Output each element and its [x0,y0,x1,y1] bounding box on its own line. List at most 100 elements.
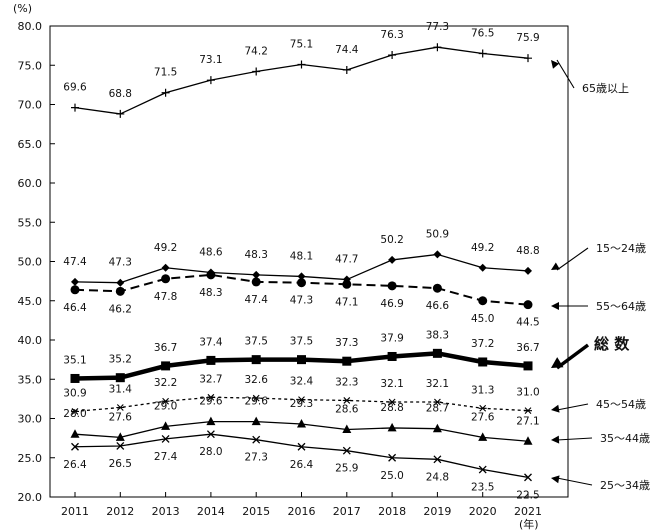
data-label: 47.4 [63,256,87,268]
data-label: 35.2 [109,354,132,366]
plus-marker [388,51,397,60]
diamond-marker [478,263,487,272]
data-label: 68.8 [109,88,132,100]
cross-marker [252,435,261,444]
legend-label: 15～24歳 [596,242,646,255]
data-label: 44.5 [516,317,539,329]
plus-marker [252,67,261,76]
circle-marker [297,278,306,288]
data-label: 47.4 [245,294,269,306]
y-tick-label: 20.0 [18,491,43,504]
triangle-marker [206,416,216,426]
y-tick-label: 35.0 [18,373,43,386]
data-label: 46.4 [63,302,87,314]
data-label: 32.6 [245,374,269,386]
diamond-marker [161,263,170,272]
legend-label: 35～44歳 [600,432,650,445]
asterisk-marker [116,404,125,411]
square-marker [115,373,125,383]
asterisk-marker [524,407,532,415]
square-marker [161,361,171,371]
asterisk-marker [478,404,487,412]
data-label: 48.8 [516,245,539,257]
cross-marker [342,446,351,455]
data-label: 28.8 [380,402,403,414]
circle-marker [523,300,533,310]
triangle-marker [70,429,80,438]
diamond-marker [252,270,261,279]
circle-marker [387,281,397,291]
data-label: 32.1 [426,378,449,390]
circle-marker [206,270,216,280]
cross-marker [388,453,397,462]
legend-label: 25～34歳 [600,479,650,492]
legend-arrow-head [551,262,560,270]
legend-label: 45～54歳 [596,398,646,411]
plus-marker [161,88,170,97]
x-axis-unit-label: (年) [519,517,539,531]
y-tick-label: 45.0 [18,295,43,308]
data-label: 26.4 [63,459,87,471]
data-label: 35.1 [63,354,86,366]
square-marker [342,356,352,366]
cross-marker [116,442,125,450]
x-tick-label: 2015 [242,505,270,518]
data-label: 74.4 [335,44,359,56]
data-label: 27.6 [471,411,495,423]
square-marker [387,351,397,361]
triangle-marker [478,432,488,441]
legend-label: 55～64歳 [596,300,646,313]
legend-arrow-line [555,343,590,370]
y-tick-label: 50.0 [18,256,43,269]
triangle-marker [432,423,442,433]
x-tick-label: 2014 [197,505,225,518]
circle-marker [115,286,125,296]
x-tick-label: 2021 [514,505,542,518]
legend-arrow-head [551,404,560,413]
data-label: 36.7 [154,342,177,354]
cross-marker [161,434,170,443]
data-label: 31.0 [516,387,539,399]
diamond-marker [524,266,532,275]
cross-marker [433,455,442,464]
legend-arrow-head [551,435,560,444]
x-tick-label: 2020 [469,505,497,518]
data-label: 32.1 [380,378,403,390]
circle-marker [478,296,488,306]
triangle-marker [297,418,306,428]
y-axis-unit-label: (%) [13,2,32,15]
data-label: 27.1 [516,415,539,427]
data-label: 37.4 [199,336,223,348]
triangle-marker [115,432,125,441]
data-label: 32.4 [290,376,314,388]
legend-arrow-head [551,302,559,310]
diamond-marker [297,272,306,281]
triangle-marker [161,421,171,430]
data-label: 28.0 [63,408,86,420]
y-tick-label: 25.0 [18,452,43,465]
cross-marker [206,430,215,439]
data-label: 75.1 [290,38,313,50]
x-tick-label: 2012 [106,505,134,518]
data-label: 32.2 [154,377,177,389]
data-label: 29.6 [245,396,269,408]
legend-arrow-head [551,357,564,368]
square-marker [251,355,261,365]
x-tick-label: 2011 [61,505,89,518]
data-label: 29.0 [154,400,177,412]
data-label: 23.5 [471,482,494,494]
asterisk-marker [342,397,351,404]
cross-marker [297,442,306,451]
data-label: 27.6 [109,411,133,423]
data-label: 29.6 [199,396,223,408]
data-label: 28.7 [426,403,449,415]
circle-marker [342,279,352,289]
data-label: 76.3 [380,29,403,41]
data-label: 50.9 [426,228,449,240]
legend-arrow-line [556,437,593,441]
chart-axes: 80.0 75.0 70.0 65.0 60.0 55.0 50.0 45.0 40.0 35.0… [18,20,569,518]
data-label: 37.5 [245,336,268,348]
plus-marker [342,65,351,74]
legend-arrow-line [556,403,589,411]
